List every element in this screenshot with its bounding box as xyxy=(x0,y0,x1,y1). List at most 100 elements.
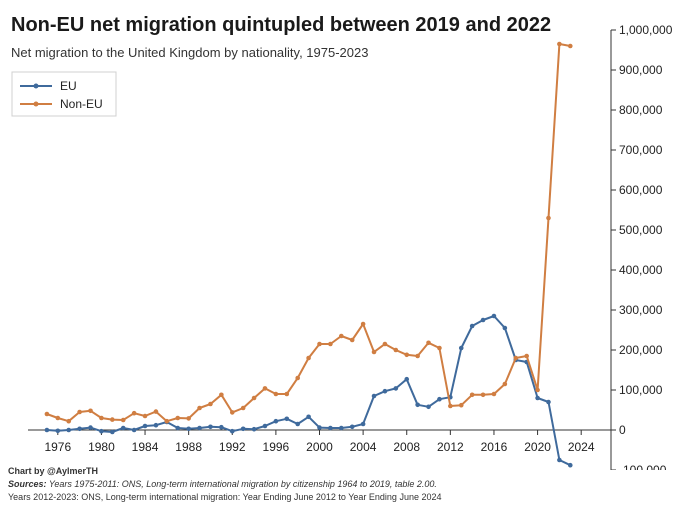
chart-subtitle: Net migration to the United Kingdom by n… xyxy=(11,45,369,60)
y-tick-label-200000: 200,000 xyxy=(619,343,663,357)
data-point-non-eu-2011 xyxy=(437,345,442,351)
data-point-eu-1976 xyxy=(55,428,61,434)
x-tick-label-2012: 2012 xyxy=(437,440,464,454)
data-point-eu-2004 xyxy=(360,421,366,427)
data-point-eu-2001 xyxy=(328,425,333,431)
data-point-eu-2023 xyxy=(567,462,573,468)
data-point-eu-1983 xyxy=(131,427,137,433)
x-tick-label-2004: 2004 xyxy=(350,440,377,454)
x-tick-label-1992: 1992 xyxy=(219,440,246,454)
data-point-eu-2021 xyxy=(546,399,551,405)
data-point-eu-1984 xyxy=(142,423,148,429)
data-point-non-eu-1979 xyxy=(88,408,93,414)
data-point-non-eu-2008 xyxy=(404,352,410,358)
data-point-eu-2007 xyxy=(393,386,399,391)
data-point-non-eu-2010 xyxy=(426,340,431,346)
data-point-non-eu-2007 xyxy=(393,347,399,353)
data-point-eu-2015 xyxy=(480,317,486,323)
x-tick-label-2008: 2008 xyxy=(393,440,420,454)
data-point-eu-2017 xyxy=(502,325,508,331)
data-point-non-eu-1981 xyxy=(110,417,115,422)
data-point-non-eu-1993 xyxy=(240,405,246,411)
x-tick-label-1980: 1980 xyxy=(88,440,115,454)
data-point-non-eu-2019 xyxy=(524,353,529,359)
data-point-eu-1975 xyxy=(44,427,50,433)
y-tick-label--100000: -100,000 xyxy=(619,463,667,470)
data-point-non-eu-1975 xyxy=(44,411,50,417)
data-point-eu-1981 xyxy=(110,429,115,435)
data-point-eu-1988 xyxy=(186,426,191,432)
data-point-non-eu-2013 xyxy=(458,402,464,408)
data-point-non-eu-2015 xyxy=(480,392,486,398)
data-point-non-eu-2022 xyxy=(557,41,562,47)
legend-box xyxy=(11,71,117,117)
sources-text-1: Years 1975-2011: ONS, Long-term internat… xyxy=(48,479,437,489)
data-point-eu-2002 xyxy=(339,425,344,431)
x-tick-label-1988: 1988 xyxy=(175,440,202,454)
data-point-eu-2009 xyxy=(415,402,420,408)
y-tick-label-800000: 800,000 xyxy=(619,103,663,117)
data-point-eu-1993 xyxy=(240,426,246,432)
data-point-non-eu-2003 xyxy=(349,337,355,343)
data-point-eu-1977 xyxy=(66,427,72,433)
data-point-non-eu-1983 xyxy=(131,410,137,416)
data-point-eu-1980 xyxy=(99,428,104,434)
data-point-eu-1978 xyxy=(77,426,82,432)
y-tick-label-0: 0 xyxy=(619,423,626,437)
data-point-eu-1991 xyxy=(219,424,224,430)
data-point-non-eu-2005 xyxy=(371,349,377,355)
data-point-non-eu-1999 xyxy=(306,355,311,361)
data-point-non-eu-1994 xyxy=(251,395,257,401)
data-point-eu-1999 xyxy=(306,414,311,420)
data-point-eu-2000 xyxy=(317,425,322,430)
line-chart: 1976 1980 1984 1988 1992 1996 2000 2004 2008 2012… xyxy=(11,23,673,470)
y-tick-label-400000: 400,000 xyxy=(619,263,663,277)
data-point-non-eu-1992 xyxy=(229,410,235,415)
data-point-non-eu-1985 xyxy=(153,409,159,414)
data-point-non-eu-2020 xyxy=(535,387,540,393)
data-point-non-eu-1978 xyxy=(77,409,82,415)
data-point-non-eu-2018 xyxy=(513,355,519,361)
y-tick-label-600000: 600,000 xyxy=(619,183,663,197)
data-point-eu-2006 xyxy=(382,388,388,394)
legend-marker-eu xyxy=(33,83,39,89)
data-point-eu-1998 xyxy=(295,421,300,427)
data-point-eu-2010 xyxy=(426,404,431,410)
data-point-eu-2013 xyxy=(458,345,464,351)
data-point-non-eu-2009 xyxy=(415,353,420,359)
sources-line-2: Years 2012-2023: ONS, Long-term internat… xyxy=(8,492,442,502)
data-point-eu-2005 xyxy=(371,393,377,399)
data-point-non-eu-1997 xyxy=(284,391,290,397)
data-point-eu-1989 xyxy=(197,425,202,431)
data-point-eu-1994 xyxy=(251,426,257,432)
legend-label-eu: EU xyxy=(60,79,77,93)
x-tick-label-2020: 2020 xyxy=(524,440,551,454)
data-point-eu-2014 xyxy=(469,323,475,329)
y-tick-label-300000: 300,000 xyxy=(619,303,663,317)
series-line-non-eu xyxy=(46,43,571,423)
data-point-eu-1996 xyxy=(273,418,279,424)
x-tick-label-1996: 1996 xyxy=(263,440,290,454)
y-tick-label-500000: 500,000 xyxy=(619,223,663,237)
data-point-non-eu-2002 xyxy=(339,333,344,339)
x-tick-label-2000: 2000 xyxy=(306,440,333,454)
data-point-non-eu-1976 xyxy=(55,415,61,421)
data-point-non-eu-2012 xyxy=(448,403,453,409)
sources-line-1: Sources: Years 1975-2011: ONS, Long-term… xyxy=(8,479,437,489)
sources-label: Sources: xyxy=(8,479,47,489)
data-point-eu-1992 xyxy=(229,428,235,434)
data-point-eu-1995 xyxy=(262,423,268,429)
y-tick-label-700000: 700,000 xyxy=(619,143,663,157)
data-point-non-eu-1990 xyxy=(208,401,213,407)
data-point-non-eu-2021 xyxy=(546,215,551,221)
data-point-non-eu-2004 xyxy=(360,321,366,327)
data-point-non-eu-1989 xyxy=(197,405,202,411)
data-point-eu-2011 xyxy=(437,396,442,402)
data-point-non-eu-1988 xyxy=(186,416,191,421)
data-point-eu-2008 xyxy=(404,376,410,382)
x-tick-label-2024: 2024 xyxy=(568,440,595,454)
y-tick-label-1000000: 1,000,000 xyxy=(619,23,673,37)
x-tick-label-2016: 2016 xyxy=(481,440,508,454)
data-point-non-eu-1986 xyxy=(164,418,170,424)
data-point-eu-1987 xyxy=(175,425,181,431)
